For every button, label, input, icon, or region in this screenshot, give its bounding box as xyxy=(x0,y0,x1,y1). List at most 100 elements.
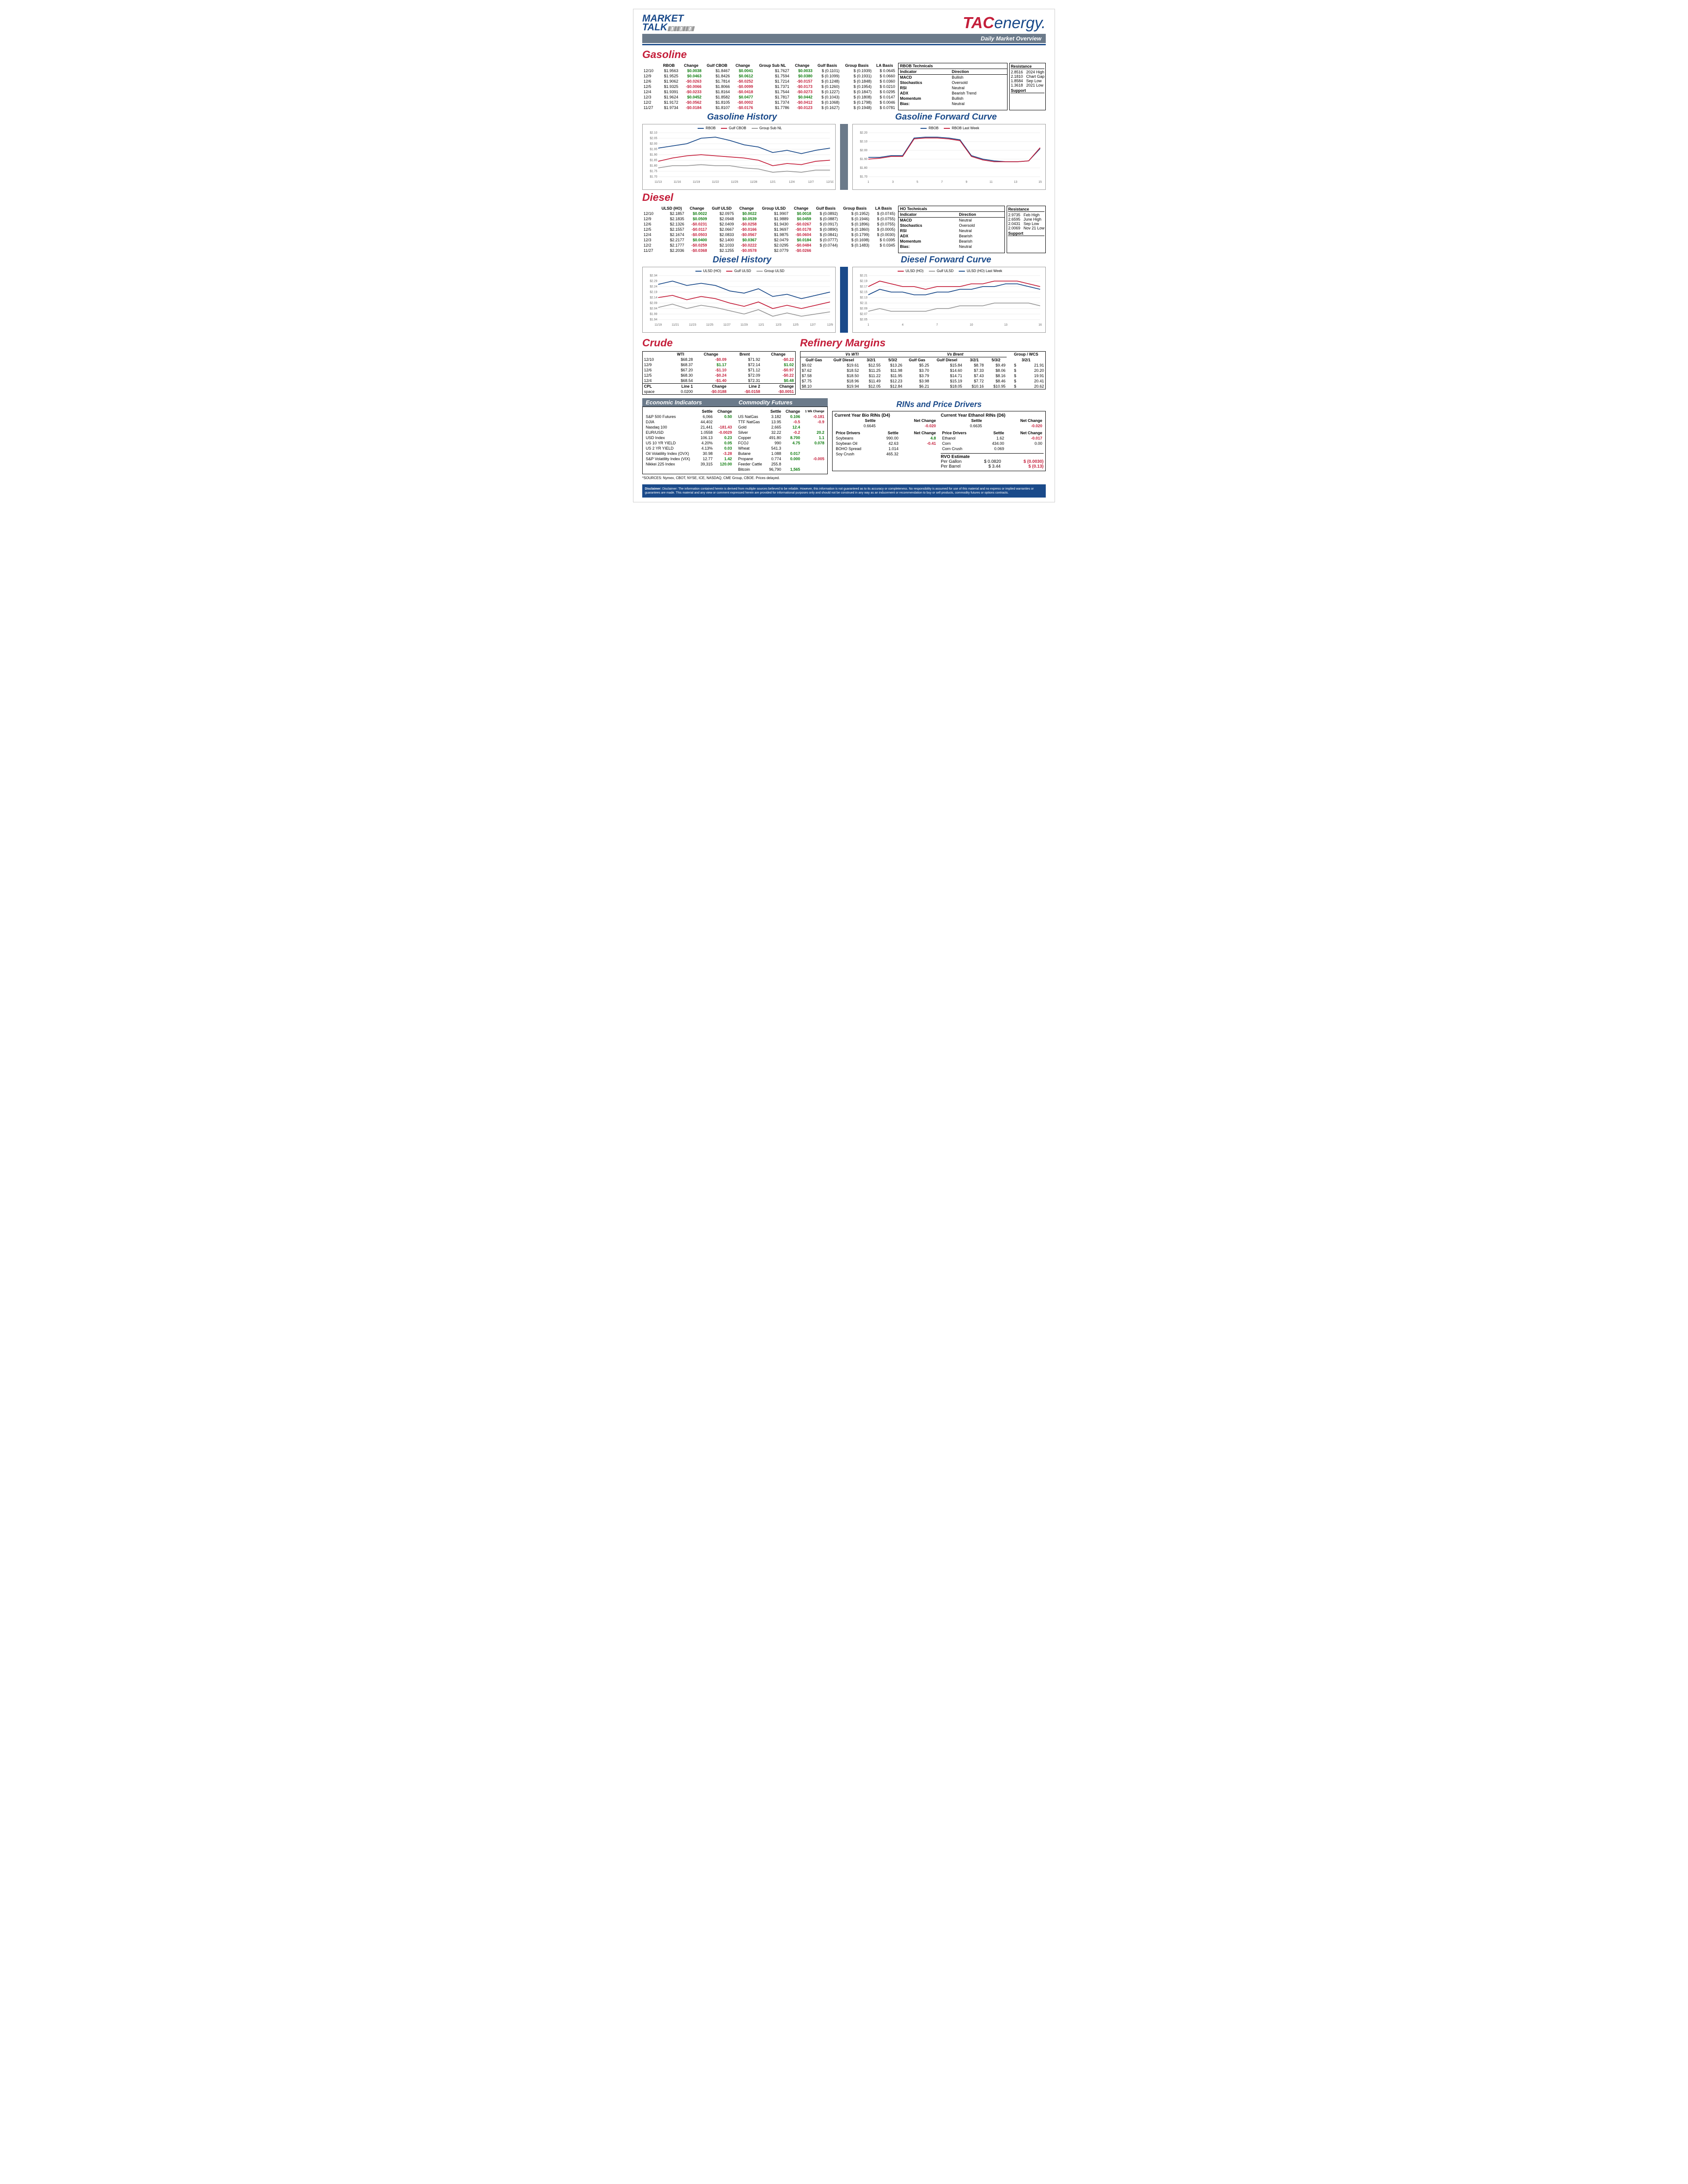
svg-text:11/19: 11/19 xyxy=(693,181,700,184)
econ-table: SettleChangeS&P 500 Futures6,0660.50DJIA… xyxy=(644,409,733,467)
diesel-history-chart: ULSD (HO)Gulf ULSDGroup ULSD $1.94$1.99$… xyxy=(642,267,836,333)
svg-text:$1.80: $1.80 xyxy=(860,167,867,170)
svg-text:7: 7 xyxy=(941,181,943,184)
diesel-table: ULSD (HO)ChangeGulf ULSDChangeGroup ULSD… xyxy=(642,206,896,253)
svg-text:$1.94: $1.94 xyxy=(650,318,657,321)
sources-note: *SOURCES: Nymex, CBOT, NYSE, ICE, NASDAQ… xyxy=(642,476,1046,480)
svg-text:$2.00: $2.00 xyxy=(650,142,657,145)
svg-text:$2.04: $2.04 xyxy=(650,307,657,310)
svg-text:11/19: 11/19 xyxy=(655,323,662,327)
gasoline-table: RBOBChangeGulf CBOBChangeGroup Sub NLCha… xyxy=(642,63,896,110)
svg-text:$1.85: $1.85 xyxy=(650,159,657,162)
svg-text:13: 13 xyxy=(1004,323,1008,327)
svg-text:12/7: 12/7 xyxy=(808,181,814,184)
header: MARKET TALK▮▯▮▮▯▮▮▯▮ TACenergy. xyxy=(642,14,1046,32)
svg-text:$2.19: $2.19 xyxy=(860,280,867,283)
svg-text:11/16: 11/16 xyxy=(673,181,681,184)
refinery-table: Vs WTIVs BrentGroup / WCSGulf GasGulf Di… xyxy=(800,352,1045,389)
svg-text:12/7: 12/7 xyxy=(810,323,815,327)
svg-text:11/22: 11/22 xyxy=(712,181,719,184)
crude-table: WTIChangeBrentChange12/10$68.28-$0.09$71… xyxy=(643,352,795,394)
svg-text:7: 7 xyxy=(936,323,938,327)
gasoline-forward-chart: RBOBRBOB Last Week $1.70$1.80$1.90$2.00$… xyxy=(852,124,1046,190)
svg-text:$2.24: $2.24 xyxy=(650,285,657,288)
gasoline-title: Gasoline xyxy=(642,49,1046,61)
svg-text:$2.11: $2.11 xyxy=(860,302,868,305)
svg-text:$2.07: $2.07 xyxy=(860,313,867,316)
svg-text:12/4: 12/4 xyxy=(789,181,795,184)
svg-text:12/9: 12/9 xyxy=(827,323,833,327)
svg-text:4: 4 xyxy=(902,323,904,327)
diesel-forward-chart: ULSD (HO)Gulf ULSDULSD (HO) Last Week $2… xyxy=(852,267,1046,333)
diesel-title: Diesel xyxy=(642,192,1046,204)
svg-text:$2.34: $2.34 xyxy=(650,274,657,277)
svg-text:11/28: 11/28 xyxy=(750,181,757,184)
gasoline-history-title: Gasoline History xyxy=(642,112,842,122)
svg-text:$2.10: $2.10 xyxy=(860,140,867,143)
svg-text:$2.21: $2.21 xyxy=(860,274,867,277)
svg-text:$1.90: $1.90 xyxy=(860,158,867,161)
svg-text:$2.09: $2.09 xyxy=(860,307,867,310)
svg-text:$2.19: $2.19 xyxy=(650,291,657,294)
blue-rule xyxy=(642,44,1046,45)
svg-text:11/25: 11/25 xyxy=(731,181,738,184)
svg-text:$1.95: $1.95 xyxy=(650,148,657,151)
svg-text:$2.05: $2.05 xyxy=(650,137,657,140)
rbob-resistance: Resistance2.8516 2024 High2.1810 Chart G… xyxy=(1009,63,1046,110)
svg-text:$2.00: $2.00 xyxy=(860,149,867,152)
svg-text:$1.99: $1.99 xyxy=(650,313,657,316)
svg-text:11/25: 11/25 xyxy=(706,323,713,327)
svg-text:1: 1 xyxy=(867,181,869,184)
commod-table: SettleChange1 Wk ChangeUS NatGas3.1820.1… xyxy=(737,409,826,472)
svg-text:9: 9 xyxy=(966,181,968,184)
svg-text:16: 16 xyxy=(1038,323,1042,327)
gasoline-forward-title: Gasoline Forward Curve xyxy=(846,112,1046,122)
rins-title: RINs and Price Drivers xyxy=(832,400,1046,409)
svg-text:10: 10 xyxy=(970,323,973,327)
svg-text:11: 11 xyxy=(990,181,993,184)
econ-header: Economic Indicators xyxy=(642,398,735,407)
svg-text:$2.13: $2.13 xyxy=(860,296,867,299)
svg-text:5: 5 xyxy=(917,181,918,184)
market-talk-logo: MARKET TALK▮▯▮▮▯▮▮▯▮ xyxy=(642,14,694,32)
svg-text:$2.20: $2.20 xyxy=(860,131,867,134)
svg-text:11/27: 11/27 xyxy=(723,323,731,327)
svg-text:12/3: 12/3 xyxy=(775,323,781,327)
tac-energy-logo: TACenergy. xyxy=(963,14,1046,32)
svg-text:$2.29: $2.29 xyxy=(650,280,657,283)
svg-text:$1.70: $1.70 xyxy=(650,175,657,178)
rbob-technicals: RBOB TechnicalsIndicatorDirectionMACDBul… xyxy=(898,63,1008,110)
svg-text:11/23: 11/23 xyxy=(689,323,696,327)
svg-text:$1.80: $1.80 xyxy=(650,164,657,167)
commod-header: Commodity Futures xyxy=(735,398,828,407)
svg-text:$2.14: $2.14 xyxy=(650,296,657,299)
rins-box: Current Year Bio RINs (D4)SettleNet Chan… xyxy=(832,411,1046,471)
refinery-title: Refinery Margins xyxy=(800,337,1046,349)
diesel-history-title: Diesel History xyxy=(642,255,842,265)
svg-text:11/29: 11/29 xyxy=(740,323,748,327)
svg-text:$1.70: $1.70 xyxy=(860,175,867,178)
svg-text:13: 13 xyxy=(1014,181,1018,184)
ho-technicals: HO TechnicalsIndicatorDirectionMACDNeutr… xyxy=(898,206,1005,253)
crude-title: Crude xyxy=(642,337,796,349)
subtitle-bar: Daily Market Overview xyxy=(642,34,1046,43)
svg-text:$2.15: $2.15 xyxy=(860,291,867,294)
ho-resistance: Resistance2.9735 Feb High2.6595 June Hig… xyxy=(1007,206,1046,253)
svg-text:$2.17: $2.17 xyxy=(860,285,867,288)
svg-text:1: 1 xyxy=(867,323,869,327)
svg-text:12/10: 12/10 xyxy=(826,181,833,184)
svg-text:$1.90: $1.90 xyxy=(650,153,657,156)
svg-text:15: 15 xyxy=(1038,181,1042,184)
diesel-forward-title: Diesel Forward Curve xyxy=(846,255,1046,265)
svg-text:11/21: 11/21 xyxy=(672,323,679,327)
svg-text:$2.05: $2.05 xyxy=(860,318,867,321)
svg-text:$2.10: $2.10 xyxy=(650,131,657,134)
svg-text:12/1: 12/1 xyxy=(770,181,775,184)
svg-text:11/13: 11/13 xyxy=(655,181,662,184)
disclaimer: Disclaimer: Disclaimer: The information … xyxy=(642,484,1046,498)
svg-text:12/5: 12/5 xyxy=(793,323,798,327)
svg-text:$2.09: $2.09 xyxy=(650,302,657,305)
svg-text:$1.75: $1.75 xyxy=(650,170,657,173)
gasoline-history-chart: RBOBGulf CBOBGroup Sub NL $1.70$1.75$1.8… xyxy=(642,124,836,190)
svg-text:12/1: 12/1 xyxy=(758,323,764,327)
